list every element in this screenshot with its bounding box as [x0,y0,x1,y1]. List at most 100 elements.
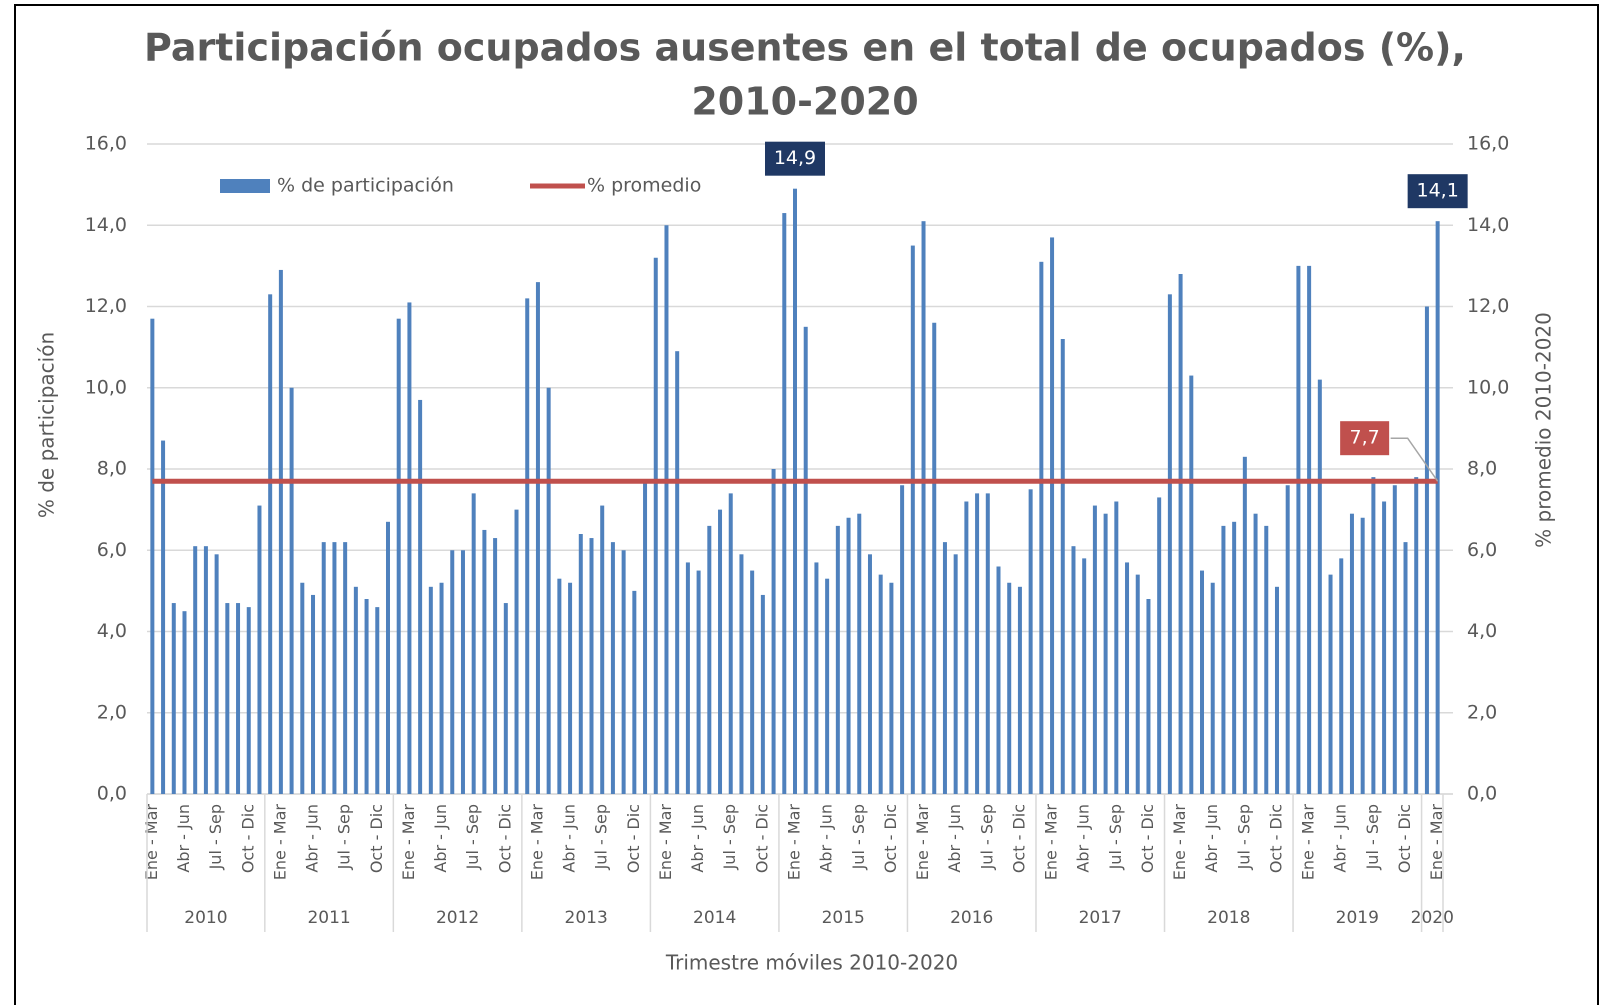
x-tick-label: Oct - Dic [752,804,771,873]
bar [1103,513,1108,794]
bar [1296,265,1301,794]
bar [985,493,990,794]
bar [396,318,401,794]
bar [1167,294,1172,794]
bar [1435,221,1440,794]
bar [675,351,680,794]
y-tick-label: 14,0 [85,214,127,236]
x-tick-label: Jul - Sep [849,804,868,870]
x-tick-label: Ene - Mar [1042,804,1061,881]
x-tick-label: Abr - Jun [560,804,579,873]
bar [1274,586,1279,794]
x-tick-label: Abr - Jun [303,804,322,873]
y-tick-label: 6,0 [97,539,127,561]
bar [653,257,658,794]
bar [1339,558,1344,794]
bar [1050,237,1055,794]
x-tick-label: Ene - Mar [913,804,932,881]
y-tick-label: 12,0 [85,295,127,317]
bar [867,554,872,794]
x-tick-label: Abr - Jun [1331,804,1350,873]
data-label: 14,9 [774,147,816,169]
y2-tick-label: 14,0 [1467,214,1509,236]
group-label: 2012 [436,908,479,928]
bar [321,542,326,794]
bar [1232,521,1237,794]
group-label: 2015 [822,908,865,928]
x-tick-label: Oct - Dic [238,804,257,873]
bar [1146,599,1151,794]
bar [1017,586,1022,794]
bar [1039,261,1044,794]
group-label: 2011 [307,908,350,928]
bar [353,586,358,794]
y2-tick-label: 2,0 [1467,701,1497,723]
bar [900,485,905,794]
y-tick-label: 0,0 [97,783,127,805]
bar [343,542,348,794]
bar [1157,497,1162,794]
bar [557,578,562,794]
bar [1060,339,1065,794]
x-tick-label: Abr - Jun [688,804,707,873]
bar [268,294,273,794]
x-axis-title: Trimestre móviles 2010-2020 [665,951,958,975]
bar [300,582,305,794]
y-tick-label: 8,0 [97,458,127,480]
bar [460,550,465,794]
bar [1210,582,1215,794]
x-tick-label: Oct - Dic [624,804,643,873]
bar [203,546,208,794]
legend-label: % promedio [587,175,701,197]
y2-tick-label: 0,0 [1467,783,1497,805]
bar [964,501,969,794]
bar [782,213,787,794]
chart-title: Participación ocupados ausentes en el to… [144,26,1466,70]
y-axis-title: % de participación [35,332,59,518]
bar [814,562,819,794]
bar [996,566,1001,794]
bar [568,582,573,794]
bar [1189,375,1194,794]
group-label: 2018 [1207,908,1250,928]
bar [1382,501,1387,794]
y2-tick-label: 16,0 [1467,133,1509,155]
bar [428,586,433,794]
y-tick-label: 2,0 [97,701,127,723]
bar [375,607,380,794]
bar [685,562,690,794]
bar [1200,570,1205,794]
data-label: 7,7 [1350,427,1380,449]
x-tick-label: Abr - Jun [431,804,450,873]
x-tick-label: Oct - Dic [1266,804,1285,873]
bar [1007,582,1012,794]
legend-label: % de participación [277,175,454,197]
x-tick-label: Oct - Dic [1009,804,1028,873]
y2-tick-label: 12,0 [1467,295,1509,317]
bar [889,582,894,794]
bar [825,578,830,794]
data-label-box [1340,421,1390,456]
x-tick-label: Ene - Mar [785,804,804,881]
bar [1403,542,1408,794]
bar [793,188,797,794]
bar [493,538,498,794]
x-tick-label: Abr - Jun [817,804,836,873]
x-tick-label: Jul - Sep [977,804,996,870]
bar [1371,477,1376,794]
bar [1028,489,1033,794]
y2-tick-label: 8,0 [1467,458,1497,480]
bar [857,513,862,794]
bar [718,509,723,794]
x-tick-label: Ene - Mar [270,804,289,881]
bar [332,542,337,794]
bar [975,493,980,794]
bar [225,603,230,794]
x-tick-label: Abr - Jun [945,804,964,873]
bar [1424,306,1429,794]
bar [1178,274,1183,794]
bar [932,322,937,794]
bar [643,481,648,794]
x-tick-label: Oct - Dic [495,804,514,873]
